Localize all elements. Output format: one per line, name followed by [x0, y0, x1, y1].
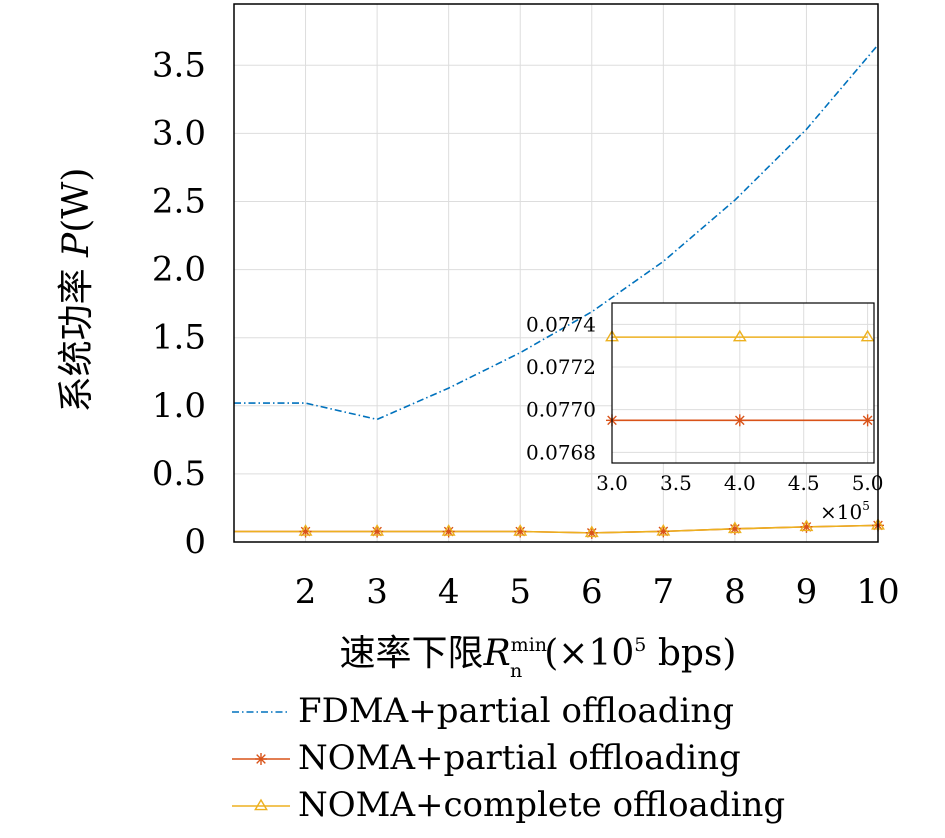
y-axis-label-symbol: P — [56, 232, 97, 258]
legend-label: NOMA+partial offloading — [298, 738, 741, 778]
inset-x-multiplier-prefix: ×10 — [820, 500, 862, 524]
series-2-marker — [298, 524, 313, 536]
y-tick-label: 1.5 — [152, 318, 206, 358]
y-tick-label: 1.0 — [152, 386, 206, 426]
x-axis-label-sup: min — [511, 634, 547, 656]
y-axis-label-text: 系统功率 — [56, 257, 97, 412]
series-1-marker-stroke — [515, 526, 526, 537]
inset-series-0-marker-stroke — [862, 415, 873, 426]
y-axis-label-units: (W) — [56, 168, 97, 233]
x-axis-label-text: 速率下限 — [340, 633, 484, 674]
inset-series-0-marker — [733, 414, 746, 427]
inset-y-tick-label: 0.0768 — [526, 440, 596, 464]
x-axis-label-units-suffix: bps) — [646, 633, 736, 674]
inset-x-multiplier: ×105 — [820, 499, 870, 524]
series-2-marker — [441, 524, 456, 536]
series-1-marker-stroke — [586, 528, 597, 538]
series-2-marker — [370, 524, 385, 536]
x-axis-label-units-exp: 5 — [634, 634, 646, 656]
x-tick-label: 5 — [509, 572, 531, 612]
legend-item-0: FDMA+partial offloading — [232, 691, 734, 731]
series-2-marker — [656, 524, 671, 536]
inset-background — [612, 303, 874, 463]
x-tick-label: 2 — [295, 572, 317, 612]
legend-swatch-marker-stroke — [256, 754, 266, 764]
x-tick-label: 4 — [438, 572, 460, 612]
inset-y-tick-labels: 0.0768 0.0770 0.0772 0.0774 — [526, 312, 596, 464]
legend-swatch-marker — [255, 753, 267, 765]
inset-y-tick-label: 0.0772 — [526, 355, 596, 379]
y-tick-label: 3.0 — [152, 113, 206, 153]
series-line-2 — [234, 524, 879, 534]
x-axis-label: 速率下限Rmin n (×105 bps) — [340, 633, 737, 682]
series-1-marker-stroke — [300, 526, 311, 537]
inset-series-1-marker — [732, 329, 747, 342]
inset-grid — [611, 303, 874, 463]
inset-series-markers — [605, 329, 875, 427]
x-axis-label-units-prefix: (×10 — [544, 633, 634, 674]
inset-x-tick-label: 3.5 — [660, 471, 692, 495]
main-series-markers — [298, 518, 885, 539]
inset-x-tick-label: 3.0 — [596, 471, 628, 495]
x-tick-label: 7 — [653, 572, 675, 612]
inset-chart: 3.0 3.5 4.0 4.5 5.0 0.0768 0.0770 0.0772 0.0774… — [526, 302, 884, 524]
main-series-lines — [234, 44, 879, 534]
series-1-marker-stroke — [372, 526, 382, 537]
x-tick-label: 3 — [366, 572, 388, 612]
x-axis-label-sub: n — [510, 660, 522, 682]
y-tick-label: 0.5 — [152, 454, 206, 494]
inset-series-0-marker — [861, 414, 874, 427]
main-y-tick-labels: 0 0.5 1.0 1.5 2.0 2.5 3.0 3.5 — [152, 45, 206, 562]
y-tick-label: 2.0 — [152, 250, 206, 290]
series-2-marker — [727, 521, 742, 534]
x-tick-label: 10 — [856, 572, 899, 612]
series-1-marker-stroke — [801, 522, 812, 532]
series-2-marker — [799, 519, 814, 532]
series-1-marker-stroke — [443, 526, 454, 537]
series-line-0 — [234, 44, 879, 421]
y-axis-label: 系统功率 P(W) — [56, 168, 97, 413]
inset-x-tick-label: 5.0 — [852, 471, 884, 495]
y-tick-label: 2.5 — [152, 181, 206, 221]
x-tick-label: 8 — [724, 572, 746, 612]
series-1-marker-stroke — [658, 526, 669, 537]
legend-label: FDMA+partial offloading — [298, 691, 734, 731]
series-2-marker — [584, 525, 599, 538]
inset-x-tick-label: 4.0 — [724, 471, 756, 495]
inset-y-tick-label: 0.0774 — [526, 312, 596, 336]
series-2-marker — [513, 524, 528, 536]
inset-y-tick-label: 0.0770 — [526, 398, 596, 422]
y-tick-label: 3.5 — [152, 45, 206, 85]
x-tick-label: 9 — [796, 572, 818, 612]
inset-plot-frame — [611, 302, 875, 464]
x-tick-label: 6 — [581, 572, 603, 612]
legend-label: NOMA+complete offloading — [298, 785, 785, 825]
series-1-marker-stroke — [730, 523, 740, 534]
inset-series-1-marker — [860, 329, 875, 342]
inset-x-tick-labels: 3.0 3.5 4.0 4.5 5.0 — [596, 471, 883, 495]
inset-x-tick-label: 4.5 — [788, 471, 820, 495]
inset-series-0-marker-stroke — [734, 415, 745, 426]
legend-item-2: NOMA+complete offloading — [232, 785, 785, 825]
main-x-tick-labels: 2 3 4 5 6 7 8 9 10 — [295, 572, 900, 612]
x-axis-label-symbol: R — [483, 633, 511, 674]
y-tick-label: 0 — [184, 522, 206, 562]
main-plot-frame — [233, 3, 879, 543]
inset-x-multiplier-exp: 5 — [862, 499, 870, 513]
legend: FDMA+partial offloading NOMA+partial offl… — [232, 691, 785, 825]
legend-item-1: NOMA+partial offloading — [232, 738, 741, 778]
legend-swatch-marker — [254, 798, 268, 811]
